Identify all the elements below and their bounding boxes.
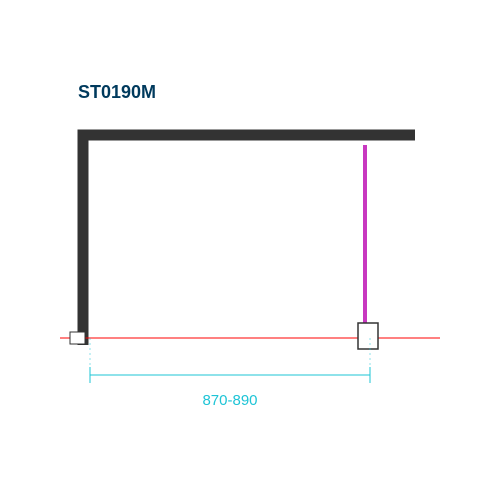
model-title: ST0190M	[78, 82, 156, 103]
wall-bracket	[70, 332, 85, 344]
floor-bracket	[358, 323, 378, 349]
dimension-label: 870-890	[190, 392, 270, 409]
